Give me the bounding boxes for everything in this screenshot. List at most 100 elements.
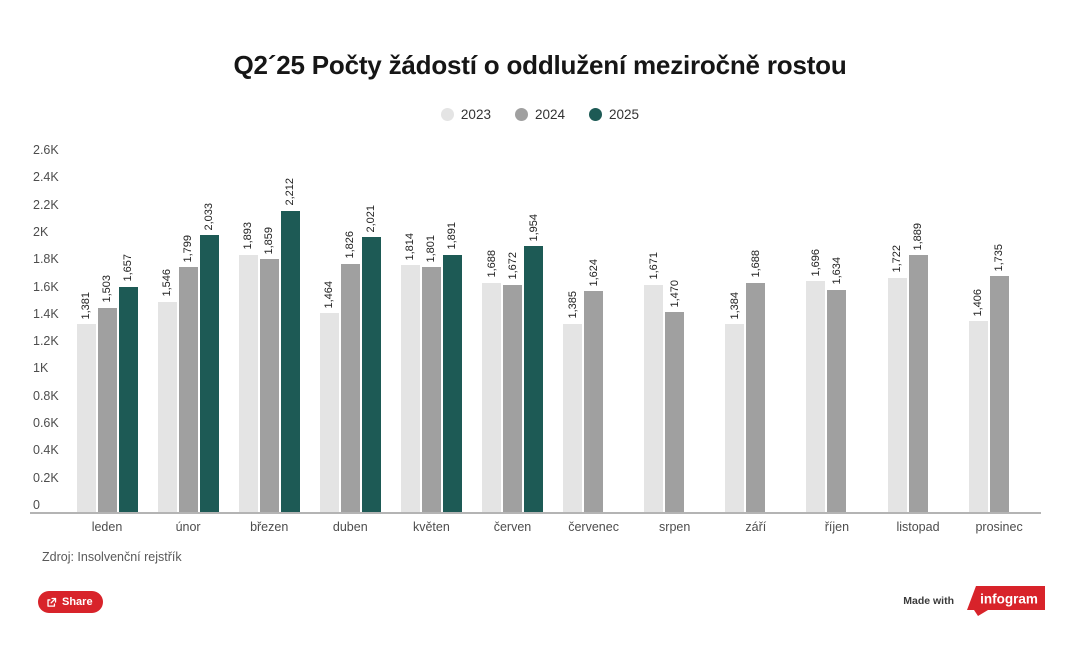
y-axis-tick-label: 2.4K bbox=[33, 170, 59, 185]
source-note: Zdroj: Insolvenční rejstřík bbox=[42, 550, 182, 564]
bar-2024-únor[interactable]: 1,799 bbox=[178, 235, 198, 513]
bar-value-label: 1,688 bbox=[485, 250, 498, 278]
bar-group-listopad: 1,722 1,889 bbox=[887, 223, 928, 513]
bar-2025-červen[interactable]: 1,954 bbox=[524, 214, 543, 513]
made-with-attribution: Made with infogram bbox=[903, 586, 1045, 617]
legend-label: 2025 bbox=[609, 107, 640, 122]
legend-swatch-2023 bbox=[440, 108, 454, 121]
x-axis-category-label: duben bbox=[332, 520, 368, 534]
legend-label: 2023 bbox=[460, 107, 491, 122]
x-axis-category-label: červenec bbox=[568, 520, 619, 534]
legend-item-2025[interactable]: 2025 bbox=[589, 107, 639, 122]
bar-2024-listopad[interactable]: 1,889 bbox=[908, 223, 928, 513]
x-axis-category-label: leden bbox=[91, 520, 123, 534]
bar-2025-květen[interactable]: 1,891 bbox=[442, 222, 462, 513]
legend-item-2024[interactable]: 2024 bbox=[514, 107, 566, 122]
bar-value-label: 1,381 bbox=[80, 291, 92, 320]
bar-2024-prosinec[interactable]: 1,735 bbox=[989, 244, 1009, 513]
bar-2023-červen[interactable]: 1,688 bbox=[482, 250, 501, 513]
made-with-label: Made with bbox=[903, 595, 954, 607]
bar-group-leden: 1,381 1,503 1,657 bbox=[76, 254, 138, 513]
chart-title: Q2´25 Počty žádostí o oddlužení meziročn… bbox=[233, 50, 847, 80]
y-axis-tick-label: 0.4K bbox=[33, 443, 59, 458]
bar-group-prosinec: 1,406 1,735 bbox=[968, 244, 1009, 513]
y-axis-tick-label: 0 bbox=[33, 498, 40, 512]
bar-value-label: 1,814 bbox=[404, 232, 417, 261]
bar-2024-červenec[interactable]: 1,624 bbox=[584, 259, 604, 513]
bar-2025-leden[interactable]: 1,657 bbox=[118, 254, 138, 513]
bar-2024-leden[interactable]: 1,503 bbox=[97, 275, 117, 513]
x-axis-category-label: srpen bbox=[659, 520, 691, 534]
bar-value-label: 1,722 bbox=[891, 245, 903, 273]
y-axis-tick-label: 1.6K bbox=[33, 279, 59, 294]
bar-2024-březen[interactable]: 1,859 bbox=[259, 227, 279, 513]
bar-value-label: 2,212 bbox=[284, 178, 297, 206]
bar-2025-březen[interactable]: 2,212 bbox=[280, 178, 300, 513]
bar-group-srpen: 1,671 1,470 bbox=[644, 252, 685, 513]
bar-2025-únor[interactable]: 2,033 bbox=[199, 203, 219, 513]
y-axis-tick-label: 2K bbox=[33, 224, 49, 239]
y-axis-tick-label: 2.2K bbox=[33, 197, 59, 212]
share-icon bbox=[46, 597, 57, 608]
bar-value-label: 1,624 bbox=[587, 258, 600, 287]
infogram-logo[interactable]: infogram bbox=[961, 586, 1045, 617]
legend-swatch-2024 bbox=[514, 108, 528, 121]
y-axis-tick-label: 1.8K bbox=[33, 252, 59, 267]
bar-2023-únor[interactable]: 1,546 bbox=[157, 269, 177, 513]
bar-value-label: 1,688 bbox=[749, 250, 762, 278]
plot-area: 0 0.2K 0.4K 0.6K 0.8K 1K 1.2K 1.4K 1.6K 1.8K 2K 2.2… bbox=[30, 143, 1041, 534]
bar-value-label: 1,406 bbox=[972, 288, 985, 317]
y-axis-tick-label: 0.6K bbox=[33, 416, 59, 431]
bar-group-květen: 1,814 1,801 1,891 bbox=[400, 222, 462, 513]
bar-2023-listopad[interactable]: 1,722 bbox=[887, 245, 907, 513]
y-axis-tick-label: 0.8K bbox=[33, 388, 59, 403]
bar-2023-březen[interactable]: 1,893 bbox=[238, 222, 258, 513]
bar-value-label: 1,893 bbox=[242, 222, 255, 250]
bar-value-label: 1,657 bbox=[122, 254, 134, 282]
bar-2023-září[interactable]: 1,384 bbox=[725, 292, 745, 513]
legend: 2023 2024 2025 bbox=[0, 107, 1080, 122]
bar-value-label: 1,859 bbox=[263, 226, 276, 255]
share-button[interactable]: Share bbox=[38, 591, 103, 613]
bar-2024-říjen[interactable]: 1,634 bbox=[827, 257, 847, 513]
bar-2025-duben[interactable]: 2,021 bbox=[361, 205, 381, 513]
y-axis-tick-label: 1K bbox=[33, 361, 49, 376]
y-axis-tick-label: 2.6K bbox=[33, 143, 59, 157]
bar-2024-duben[interactable]: 1,826 bbox=[340, 231, 360, 513]
bar-2023-prosinec[interactable]: 1,406 bbox=[968, 289, 988, 513]
legend-swatch-2025 bbox=[589, 108, 603, 121]
bar-value-label: 1,735 bbox=[993, 243, 1006, 272]
bar-2023-leden[interactable]: 1,381 bbox=[76, 292, 96, 513]
bar-value-label: 1,503 bbox=[101, 275, 113, 303]
bar-2024-červen[interactable]: 1,672 bbox=[503, 252, 522, 513]
bar-2023-říjen[interactable]: 1,696 bbox=[806, 249, 826, 513]
y-axis-tick-label: 1.4K bbox=[33, 306, 59, 321]
bar-2024-srpen[interactable]: 1,470 bbox=[665, 280, 685, 513]
bar-group-únor: 1,546 1,799 2,033 bbox=[157, 203, 219, 513]
share-button-label: Share bbox=[62, 596, 93, 608]
bar-value-label: 1,546 bbox=[161, 269, 174, 297]
bar-group-září: 1,384 1,688 bbox=[725, 250, 766, 513]
x-axis-category-label: únor bbox=[175, 520, 201, 534]
legend-label: 2024 bbox=[534, 107, 566, 122]
bar-value-label: 1,954 bbox=[527, 213, 540, 242]
x-axis-category-label: červen bbox=[493, 520, 532, 534]
bar-2023-duben[interactable]: 1,464 bbox=[319, 281, 339, 513]
bar-value-label: 1,464 bbox=[323, 280, 336, 309]
bar-2024-květen[interactable]: 1,801 bbox=[421, 235, 441, 513]
infogram-logo-label: infogram bbox=[980, 592, 1038, 607]
bar-2023-srpen[interactable]: 1,671 bbox=[644, 252, 664, 513]
bar-value-label: 1,696 bbox=[809, 248, 822, 277]
bar-group-duben: 1,464 1,826 2,021 bbox=[319, 205, 381, 513]
bar-2024-září[interactable]: 1,688 bbox=[746, 250, 766, 513]
bar-2023-květen[interactable]: 1,814 bbox=[400, 233, 420, 513]
legend-item-2023[interactable]: 2023 bbox=[440, 107, 491, 122]
bar-value-label: 1,470 bbox=[668, 279, 681, 308]
bar-group-červen: 1,688 1,672 1,954 bbox=[482, 214, 543, 513]
bar-value-label: 1,799 bbox=[182, 234, 195, 263]
y-axis-tick-label: 1.2K bbox=[33, 334, 59, 349]
bar-2023-červenec[interactable]: 1,385 bbox=[563, 291, 583, 513]
bar-group-říjen: 1,696 1,634 bbox=[806, 249, 847, 513]
bar-value-label: 1,671 bbox=[647, 252, 660, 280]
